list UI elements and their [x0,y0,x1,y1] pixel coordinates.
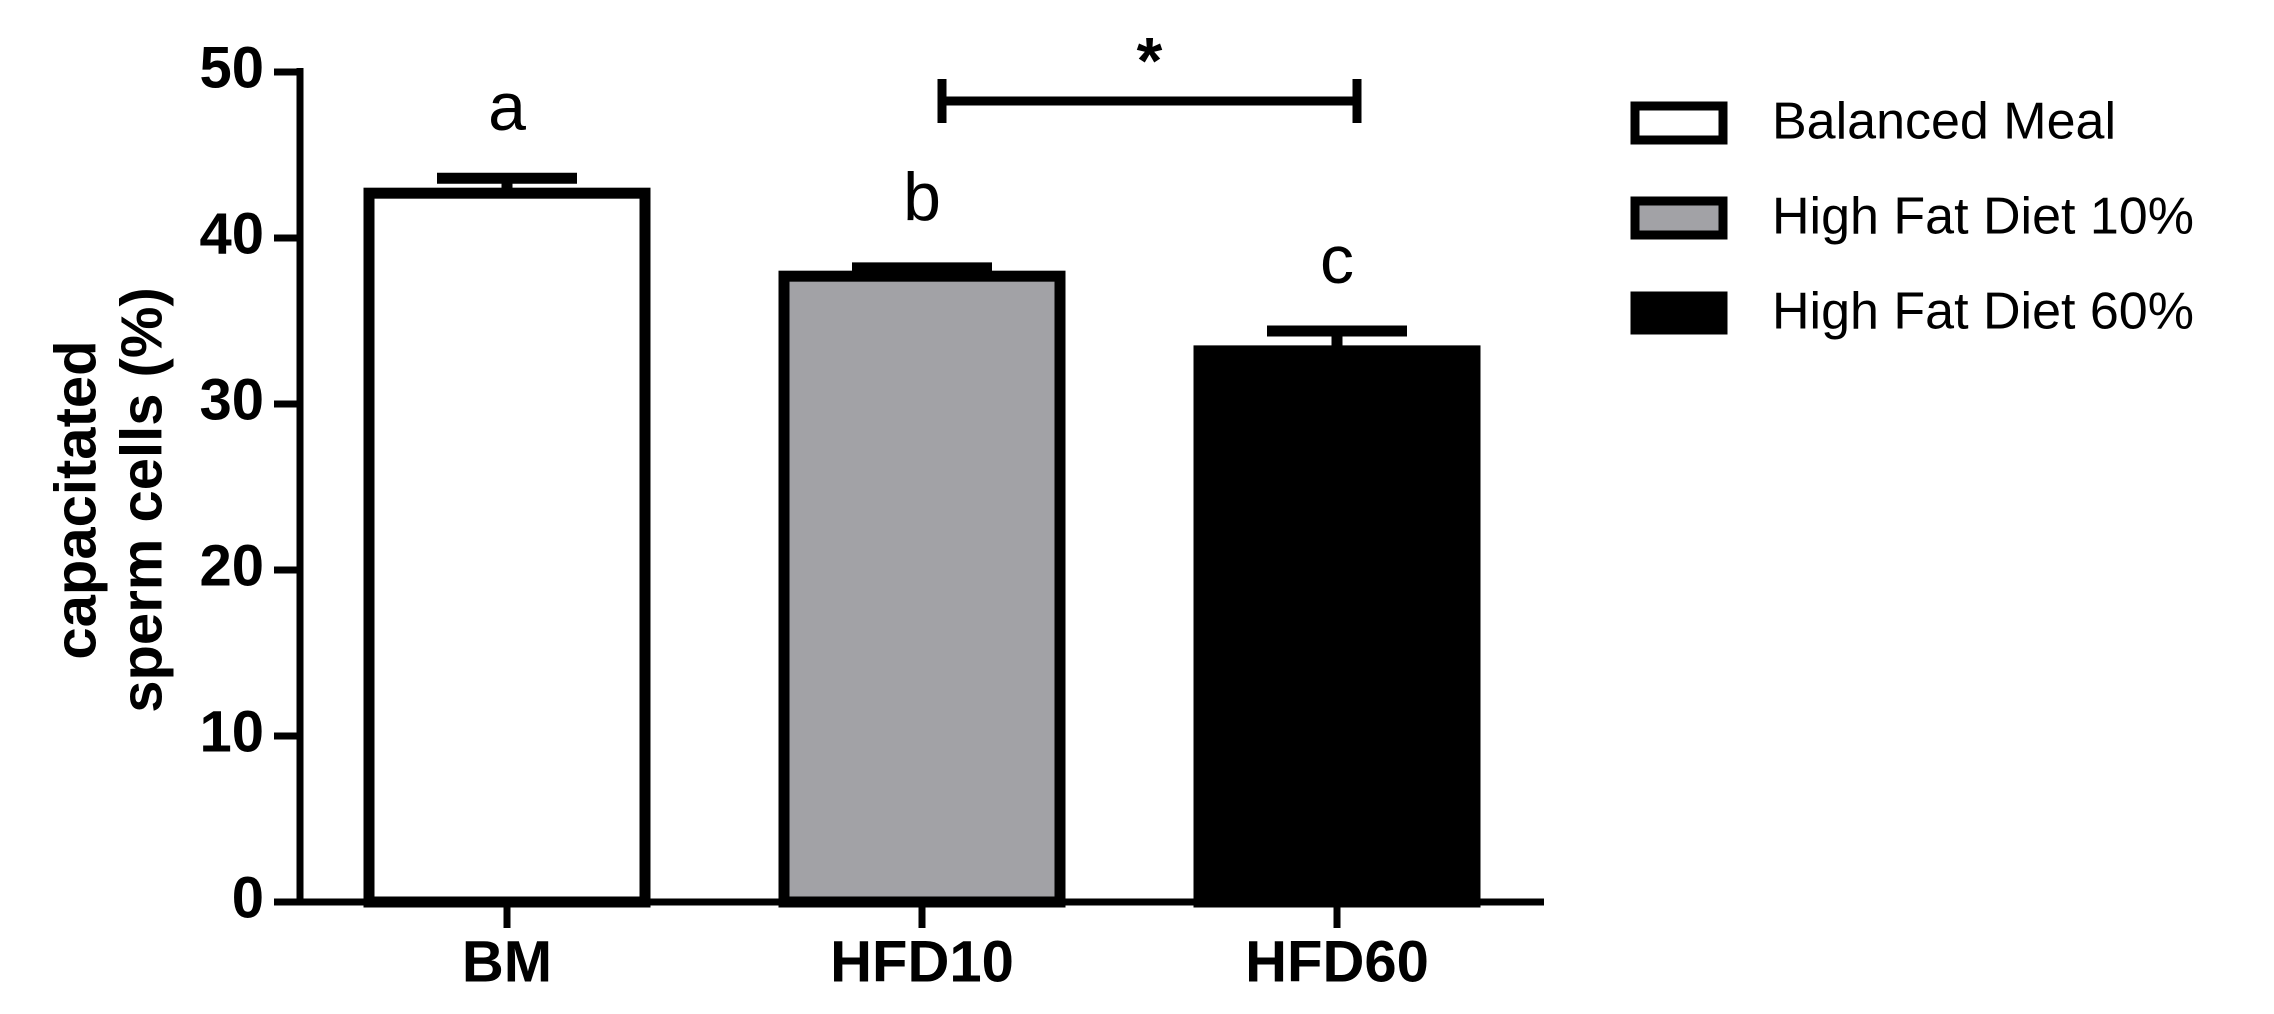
y-tick-label: 50 [199,35,264,100]
y-tick-label: 10 [199,699,264,764]
legend-label: High Fat Diet 10% [1772,188,2194,246]
group-label: b [903,159,941,235]
error-bar [1267,325,1407,351]
legend-swatch [1630,196,1728,240]
y-axis-title: capacitated sperm cells (%) [43,287,174,713]
error-bar [437,172,577,194]
y-axis-title-line: sperm cells (%) [109,287,174,713]
error-bar [852,262,992,277]
bar [1193,345,1481,908]
bar [778,270,1066,908]
x-tick-label: HFD10 [830,929,1014,994]
x-tick-label: HFD60 [1245,929,1429,994]
legend-label: High Fat Diet 60% [1772,283,2194,341]
legend-swatch [1630,291,1728,335]
legend-label: Balanced Meal [1772,93,2116,151]
y-tick-label: 40 [199,201,264,266]
significance-bracket [937,79,1362,123]
legend-swatch [1630,101,1728,145]
y-tick-label: 20 [199,533,264,598]
y-axis-title-line: capacitated [43,340,108,659]
group-label: a [488,69,526,145]
y-tick-label: 30 [199,367,264,432]
group-label: c [1320,222,1354,298]
significance-label: * [1137,23,1163,97]
x-tick-label: BM [462,929,552,994]
bar [363,187,651,908]
y-tick-label: 0 [232,865,264,930]
